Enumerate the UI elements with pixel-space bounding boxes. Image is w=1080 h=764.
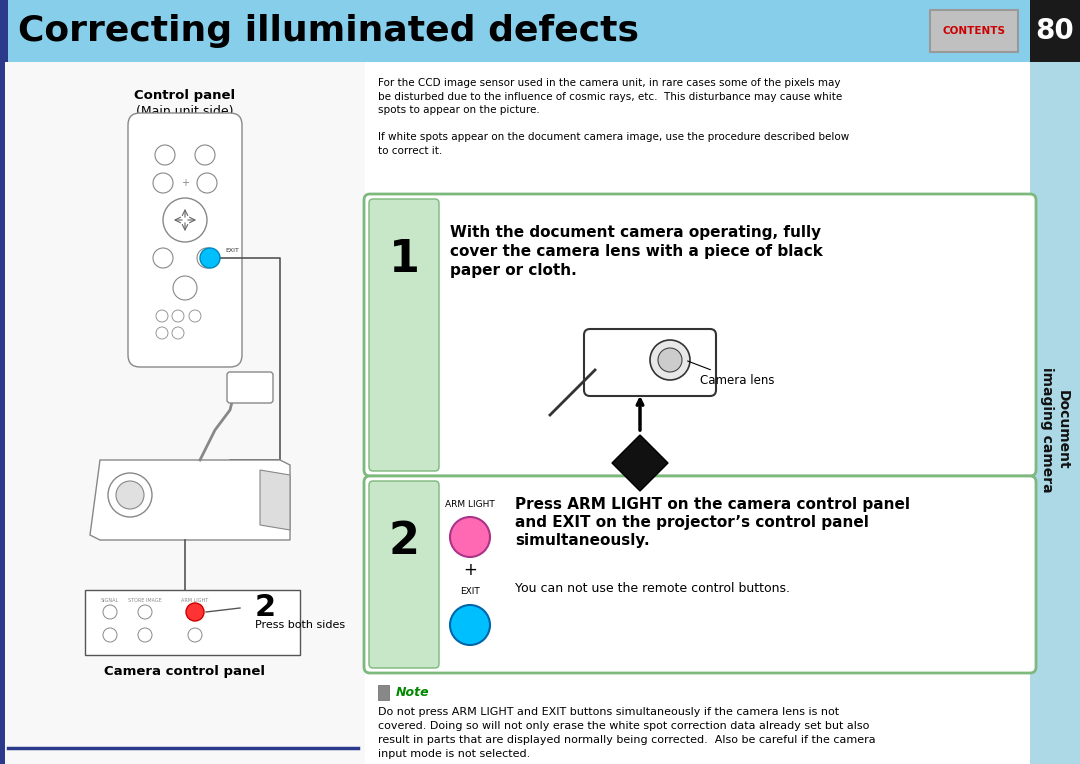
Text: Control panel: Control panel	[134, 89, 235, 102]
Circle shape	[173, 276, 197, 300]
Text: 2: 2	[389, 520, 419, 564]
Circle shape	[658, 348, 681, 372]
Circle shape	[450, 605, 490, 645]
Text: input mode is not selected.: input mode is not selected.	[378, 749, 530, 759]
Text: SIGNAL: SIGNAL	[100, 598, 119, 603]
FancyBboxPatch shape	[129, 113, 242, 367]
FancyBboxPatch shape	[85, 590, 300, 655]
Text: You can not use the remote control buttons.: You can not use the remote control butto…	[515, 582, 789, 595]
Text: cover the camera lens with a piece of black: cover the camera lens with a piece of bl…	[450, 244, 823, 259]
Text: STORE IMAGE: STORE IMAGE	[129, 598, 162, 603]
Text: EXIT: EXIT	[225, 248, 239, 252]
Text: to correct it.: to correct it.	[378, 145, 442, 156]
Polygon shape	[260, 470, 291, 530]
FancyBboxPatch shape	[227, 372, 273, 403]
FancyBboxPatch shape	[0, 0, 8, 62]
Text: ARM LIGHT: ARM LIGHT	[181, 598, 208, 603]
Circle shape	[116, 481, 144, 509]
Text: With the document camera operating, fully: With the document camera operating, full…	[450, 225, 821, 240]
Circle shape	[156, 310, 168, 322]
FancyBboxPatch shape	[1030, 62, 1080, 764]
Circle shape	[186, 603, 204, 621]
Text: CONTENTS: CONTENTS	[943, 26, 1005, 36]
FancyBboxPatch shape	[1030, 0, 1080, 62]
Text: and EXIT on the projector’s control panel: and EXIT on the projector’s control pane…	[515, 515, 869, 530]
Circle shape	[172, 310, 184, 322]
Text: +: +	[181, 178, 189, 188]
Text: simultaneously.: simultaneously.	[515, 533, 650, 548]
Text: If white spots appear on the document camera image, use the procedure described : If white spots appear on the document ca…	[378, 132, 849, 142]
Text: For the CCD image sensor used in the camera unit, in rare cases some of the pixe: For the CCD image sensor used in the cam…	[378, 78, 840, 88]
Circle shape	[138, 605, 152, 619]
Circle shape	[197, 248, 217, 268]
FancyBboxPatch shape	[584, 329, 716, 396]
FancyBboxPatch shape	[930, 10, 1018, 52]
Text: 2: 2	[255, 594, 275, 623]
Text: be disturbed due to the influence of cosmic rays, etc.  This disturbance may cau: be disturbed due to the influence of cos…	[378, 92, 842, 102]
FancyBboxPatch shape	[364, 194, 1036, 476]
FancyBboxPatch shape	[369, 481, 438, 668]
Text: Press ARM LIGHT on the camera control panel: Press ARM LIGHT on the camera control pa…	[515, 497, 910, 512]
Polygon shape	[90, 460, 291, 540]
FancyBboxPatch shape	[0, 0, 1080, 62]
Circle shape	[156, 145, 175, 165]
Text: (Main unit side): (Main unit side)	[136, 105, 233, 118]
Text: paper or cloth.: paper or cloth.	[450, 263, 577, 278]
Circle shape	[189, 310, 201, 322]
Circle shape	[197, 173, 217, 193]
Circle shape	[163, 198, 207, 242]
FancyBboxPatch shape	[0, 62, 5, 764]
Circle shape	[103, 605, 117, 619]
Text: Document
imaging camera: Document imaging camera	[1040, 367, 1070, 493]
Text: Camera control panel: Camera control panel	[105, 665, 266, 678]
Polygon shape	[612, 435, 669, 491]
Text: 1: 1	[389, 238, 419, 281]
FancyBboxPatch shape	[364, 476, 1036, 673]
FancyBboxPatch shape	[369, 199, 438, 471]
Circle shape	[200, 248, 220, 268]
Text: Note: Note	[396, 685, 430, 698]
FancyBboxPatch shape	[378, 685, 389, 700]
FancyBboxPatch shape	[0, 62, 365, 764]
Circle shape	[156, 327, 168, 339]
Circle shape	[450, 517, 490, 557]
Text: covered. Doing so will not only erase the white spot correction data already set: covered. Doing so will not only erase th…	[378, 721, 869, 731]
Circle shape	[188, 628, 202, 642]
Text: EXIT: EXIT	[460, 587, 480, 596]
Text: spots to appear on the picture.: spots to appear on the picture.	[378, 105, 540, 115]
Circle shape	[138, 628, 152, 642]
Circle shape	[153, 248, 173, 268]
Circle shape	[153, 173, 173, 193]
Circle shape	[108, 473, 152, 517]
Circle shape	[172, 327, 184, 339]
Text: ARM LIGHT: ARM LIGHT	[445, 500, 495, 509]
Text: Camera lens: Camera lens	[688, 361, 774, 387]
Circle shape	[195, 145, 215, 165]
Text: Press both sides: Press both sides	[255, 620, 346, 630]
Text: Do not press ARM LIGHT and EXIT buttons simultaneously if the camera lens is not: Do not press ARM LIGHT and EXIT buttons …	[378, 707, 839, 717]
Text: 80: 80	[1036, 17, 1075, 45]
Circle shape	[650, 340, 690, 380]
Text: result in parts that are displayed normally being corrected.  Also be careful if: result in parts that are displayed norma…	[378, 735, 876, 745]
Text: +: +	[463, 561, 477, 579]
Text: Correcting illuminated defects: Correcting illuminated defects	[18, 14, 639, 48]
Circle shape	[103, 628, 117, 642]
